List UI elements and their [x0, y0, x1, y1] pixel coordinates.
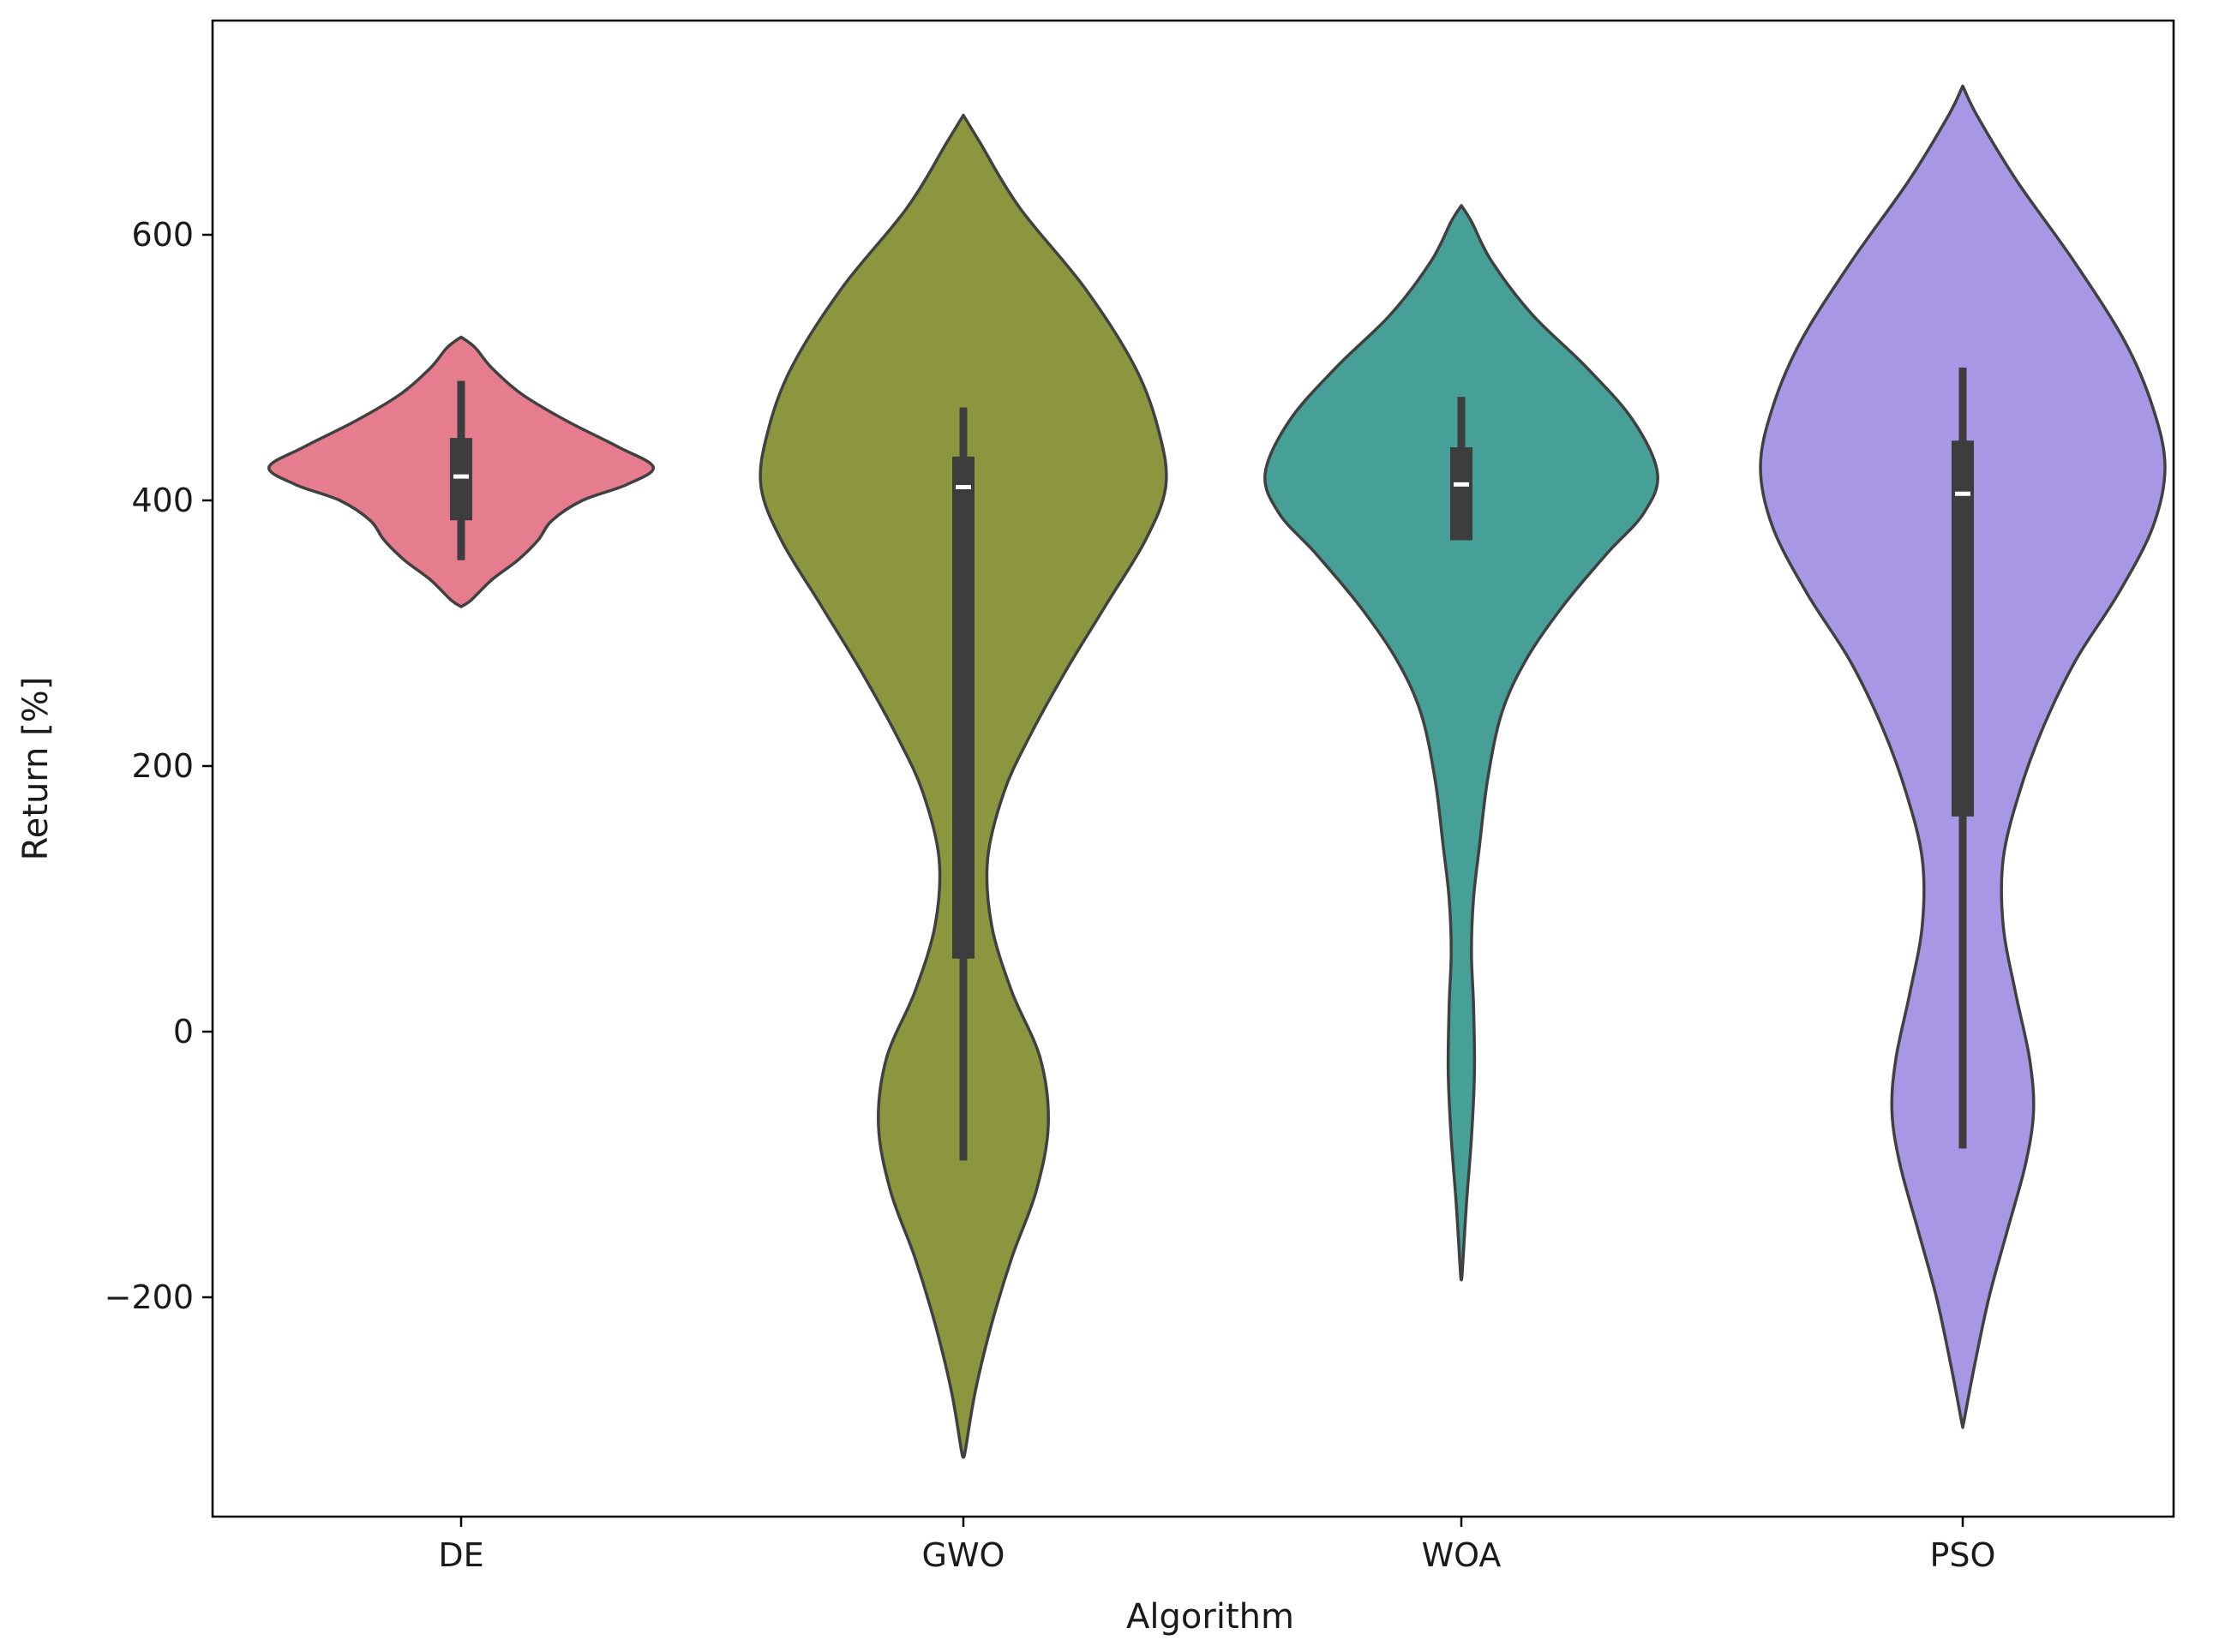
y-tick-label: 200	[131, 747, 194, 785]
x-tick-label: PSO	[1930, 1536, 1996, 1574]
x-axis: DE GWO WOA PSO	[438, 1517, 1995, 1574]
iqr-box-gwo	[952, 456, 975, 959]
violin-woa	[1263, 204, 1659, 1282]
y-tick-label: 0	[173, 1013, 194, 1050]
iqr-box-de	[450, 438, 472, 521]
y-tick-label: 600	[131, 216, 194, 254]
y-axis-title: Return [%]	[16, 677, 56, 861]
x-axis-title: Algorithm	[1126, 1597, 1294, 1637]
y-axis: −200 0 200 400 600	[105, 216, 213, 1316]
violin-gwo	[759, 113, 1168, 1459]
x-tick-label: GWO	[922, 1536, 1005, 1574]
y-tick-label: 400	[131, 482, 194, 519]
iqr-box-woa	[1450, 447, 1472, 541]
violin-pso	[1759, 84, 2167, 1429]
x-tick-label: DE	[438, 1536, 483, 1574]
violin-de	[267, 335, 655, 608]
x-tick-label: WOA	[1422, 1536, 1502, 1574]
violin-body-woa	[1263, 204, 1659, 1282]
violins-layer	[267, 84, 2167, 1459]
y-tick-label: −200	[105, 1278, 194, 1316]
iqr-box-pso	[1952, 440, 1974, 817]
